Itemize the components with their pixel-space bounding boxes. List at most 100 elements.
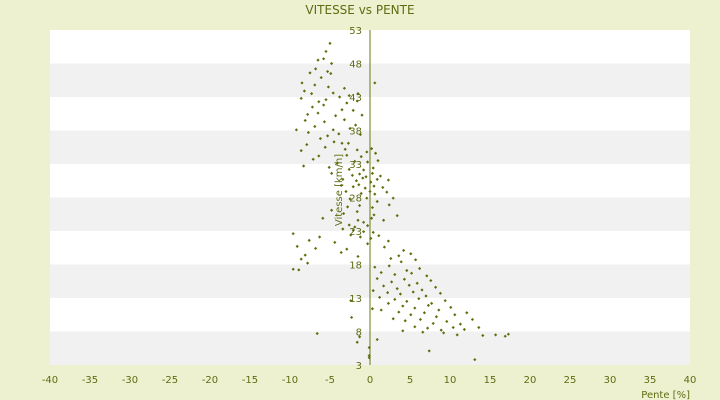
data-point — [343, 147, 347, 151]
x-tick-label: -30 — [122, 375, 138, 386]
data-point — [370, 205, 374, 210]
data-point — [339, 250, 343, 255]
data-point — [322, 120, 326, 124]
data-point — [365, 196, 369, 200]
data-point — [351, 108, 355, 112]
data-point — [453, 313, 457, 317]
data-point — [414, 258, 418, 262]
data-point — [291, 267, 295, 271]
data-point — [401, 329, 405, 333]
x-tick-label: 40 — [684, 375, 697, 386]
data-point — [377, 234, 381, 238]
data-point — [420, 288, 424, 292]
data-point — [318, 136, 322, 141]
x-tick-label: 10 — [444, 375, 457, 386]
data-point — [346, 205, 350, 209]
data-point — [353, 225, 357, 229]
data-point — [431, 321, 435, 326]
data-point — [399, 260, 403, 264]
data-point — [338, 95, 342, 99]
data-point — [348, 197, 352, 201]
x-tick-labels: -40 -35 -30 -25 -20 -15 -10 -5 0 5 10 15 20 25 30 35 40 — [42, 375, 697, 386]
data-point — [316, 58, 320, 62]
data-point — [302, 164, 306, 168]
x-tick-label: 30 — [604, 375, 617, 386]
data-point — [355, 148, 359, 152]
data-point — [374, 151, 378, 155]
data-point — [333, 240, 337, 244]
data-point — [409, 313, 413, 317]
x-tick-label: -5 — [325, 375, 335, 386]
x-tick-label: -25 — [162, 375, 178, 386]
data-point — [382, 218, 386, 222]
data-point — [364, 175, 368, 179]
data-point — [393, 297, 397, 301]
data-point — [308, 71, 312, 75]
data-point — [306, 112, 310, 117]
data-point — [370, 307, 374, 311]
data-point — [319, 75, 323, 80]
data-point — [413, 306, 417, 310]
data-point — [389, 256, 393, 261]
data-point — [317, 100, 321, 104]
data-point — [315, 331, 319, 336]
x-tick-label: 35 — [644, 375, 657, 386]
data-point — [297, 268, 301, 272]
data-point — [307, 238, 311, 242]
data-point — [382, 284, 386, 288]
data-point — [358, 235, 362, 239]
data-point — [334, 114, 338, 118]
data-point — [357, 183, 361, 187]
data-point — [393, 272, 397, 277]
data-point — [417, 297, 421, 301]
data-point — [362, 168, 366, 172]
data-point — [344, 189, 348, 194]
data-point — [359, 191, 363, 196]
data-point — [367, 345, 371, 350]
y-tick-label: 43 — [349, 93, 362, 104]
data-point — [424, 294, 428, 298]
data-point — [418, 266, 422, 271]
data-point — [358, 335, 362, 339]
data-point — [407, 283, 411, 287]
data-point — [326, 134, 330, 138]
data-point — [366, 160, 370, 164]
data-point — [379, 270, 383, 275]
data-point — [342, 211, 346, 216]
data-point — [425, 274, 429, 278]
data-point — [341, 227, 345, 231]
data-point — [340, 141, 344, 145]
data-point — [360, 113, 364, 117]
data-point — [311, 157, 315, 161]
data-point — [332, 140, 336, 144]
data-point — [356, 254, 360, 259]
data-point — [371, 289, 375, 293]
data-point — [353, 159, 357, 163]
data-point — [369, 236, 373, 240]
data-point — [366, 224, 370, 228]
data-point — [299, 96, 303, 100]
data-point — [346, 141, 350, 145]
data-point — [355, 340, 359, 344]
data-point — [430, 301, 434, 305]
data-point — [409, 252, 413, 256]
data-point — [506, 332, 510, 336]
data-point — [326, 69, 330, 74]
data-point — [402, 277, 406, 281]
x-tick-label: -15 — [242, 375, 258, 386]
data-point — [328, 41, 332, 45]
data-point — [455, 333, 459, 337]
y-tick-label: 8 — [356, 328, 362, 339]
x-tick-label: -20 — [202, 375, 218, 386]
y-tick-label: 33 — [349, 160, 362, 171]
y-tick-label: 3 — [356, 361, 362, 372]
data-point — [327, 165, 331, 169]
data-point — [347, 167, 351, 171]
data-point — [381, 185, 385, 190]
data-point — [324, 49, 328, 54]
data-point — [291, 232, 295, 236]
data-point — [378, 174, 382, 178]
data-point — [299, 149, 303, 153]
data-point — [367, 356, 371, 360]
data-point — [413, 325, 417, 329]
